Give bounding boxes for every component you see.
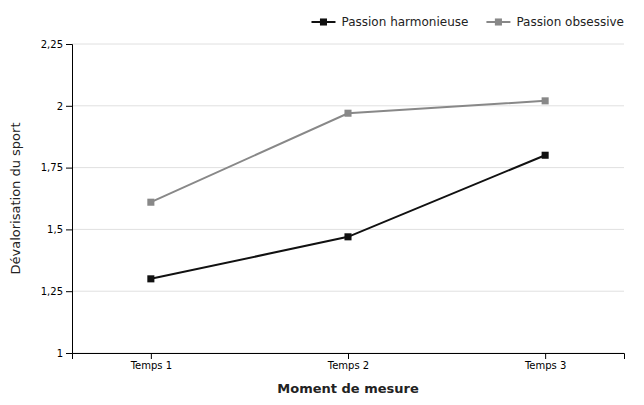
x-tick: Temps 1 <box>130 353 172 371</box>
y-axis-title: Dévalorisation du sport <box>8 122 23 274</box>
y-tick: 1,25 <box>41 286 72 297</box>
tick-mark <box>66 291 72 292</box>
y-tick: 2,25 <box>41 39 72 50</box>
grid-line <box>72 167 624 168</box>
tick-mark <box>66 44 72 45</box>
marker <box>542 97 549 104</box>
tick-label: 1,5 <box>47 224 63 235</box>
chart: 1 1,25 1,5 1,75 2 2,25 Temps 1 Temps 2 Temps 3 Mo… <box>0 0 644 405</box>
legend-marker <box>495 18 502 25</box>
y-tick: 1,75 <box>41 162 72 173</box>
marker <box>542 152 549 159</box>
tick-mark <box>151 353 152 359</box>
x-axis-title: Moment de mesure <box>277 381 419 396</box>
tick-mark <box>545 353 546 359</box>
axis-line <box>73 354 625 360</box>
legend-item: Passion obsessive <box>486 15 624 29</box>
marks <box>147 97 548 282</box>
line <box>151 101 545 202</box>
legend-item: Passion harmonieuse <box>311 15 468 29</box>
y-tick: 1,5 <box>47 224 72 235</box>
plot: 1 1,25 1,5 1,75 2 2,25 Temps 1 Temps 2 Temps 3 <box>41 39 625 371</box>
legend: Passion harmonieuse Passion obsessive <box>311 15 624 29</box>
tick-label: 2,25 <box>41 39 63 50</box>
grid-line <box>72 229 624 230</box>
tick-label: 2 <box>57 101 63 112</box>
y-axis: 1 1,25 1,5 1,75 2 2,25 <box>41 39 73 359</box>
grid-line <box>72 291 624 292</box>
marker <box>147 199 154 206</box>
tick-mark <box>66 229 72 230</box>
y-tick: 2 <box>57 101 72 112</box>
tick-label: 1,25 <box>41 286 63 297</box>
axis-line <box>66 45 73 354</box>
tick-label: Temps 1 <box>130 360 172 371</box>
y-tick: 1 <box>57 348 72 359</box>
tick-label: Temps 2 <box>327 360 369 371</box>
series <box>147 97 548 205</box>
grid-line <box>72 44 624 45</box>
tick-label: 1 <box>57 348 63 359</box>
tick-label: Temps 3 <box>524 360 566 371</box>
tick-mark <box>66 168 72 169</box>
legend-label: Passion harmonieuse <box>341 15 468 29</box>
marker <box>344 110 351 117</box>
x-axis: Temps 1 Temps 2 Temps 3 <box>73 353 625 371</box>
marker <box>147 275 154 282</box>
legend-marker <box>320 18 327 25</box>
tick-mark <box>348 353 349 359</box>
grid <box>72 44 624 353</box>
tick-mark <box>66 106 72 107</box>
marker <box>344 233 351 240</box>
grid-line <box>72 105 624 106</box>
x-tick: Temps 2 <box>327 353 369 371</box>
tick-mark <box>66 353 72 354</box>
tick-label: 1,75 <box>41 162 63 173</box>
legend-label: Passion obsessive <box>516 15 624 29</box>
series <box>147 152 548 283</box>
line <box>151 155 545 279</box>
x-tick: Temps 3 <box>524 353 566 371</box>
